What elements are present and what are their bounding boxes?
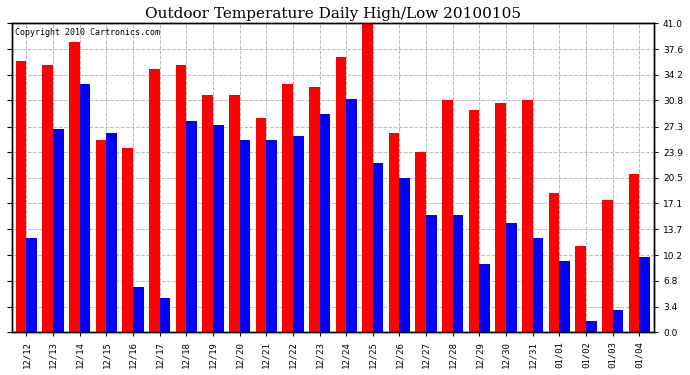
Bar: [159, 298, 170, 332]
Bar: [549, 193, 560, 332]
Bar: [575, 246, 586, 332]
Bar: [388, 133, 400, 332]
Bar: [362, 24, 373, 332]
Bar: [293, 136, 304, 332]
Bar: [186, 122, 197, 332]
Bar: [480, 264, 490, 332]
Bar: [426, 216, 437, 332]
Bar: [309, 87, 319, 332]
Bar: [586, 321, 597, 332]
Bar: [26, 238, 37, 332]
Bar: [255, 118, 266, 332]
Bar: [239, 140, 250, 332]
Bar: [373, 163, 384, 332]
Bar: [346, 99, 357, 332]
Text: Copyright 2010 Cartronics.com: Copyright 2010 Cartronics.com: [15, 28, 160, 37]
Bar: [469, 110, 480, 332]
Bar: [106, 133, 117, 332]
Title: Outdoor Temperature Daily High/Low 20100105: Outdoor Temperature Daily High/Low 20100…: [145, 7, 521, 21]
Bar: [229, 95, 239, 332]
Bar: [96, 140, 106, 332]
Bar: [560, 261, 570, 332]
Bar: [613, 310, 623, 332]
Bar: [453, 216, 464, 332]
Bar: [639, 257, 650, 332]
Bar: [122, 148, 133, 332]
Bar: [400, 178, 410, 332]
Bar: [149, 69, 159, 332]
Bar: [133, 287, 144, 332]
Bar: [533, 238, 543, 332]
Bar: [522, 100, 533, 332]
Bar: [69, 42, 80, 332]
Bar: [176, 65, 186, 332]
Bar: [80, 84, 90, 332]
Bar: [43, 65, 53, 332]
Bar: [213, 125, 224, 332]
Bar: [629, 174, 639, 332]
Bar: [415, 152, 426, 332]
Bar: [335, 57, 346, 332]
Bar: [266, 140, 277, 332]
Bar: [506, 223, 517, 332]
Bar: [16, 61, 26, 332]
Bar: [442, 100, 453, 332]
Bar: [495, 102, 506, 332]
Bar: [319, 114, 331, 332]
Bar: [202, 95, 213, 332]
Bar: [282, 84, 293, 332]
Bar: [602, 200, 613, 332]
Bar: [53, 129, 63, 332]
